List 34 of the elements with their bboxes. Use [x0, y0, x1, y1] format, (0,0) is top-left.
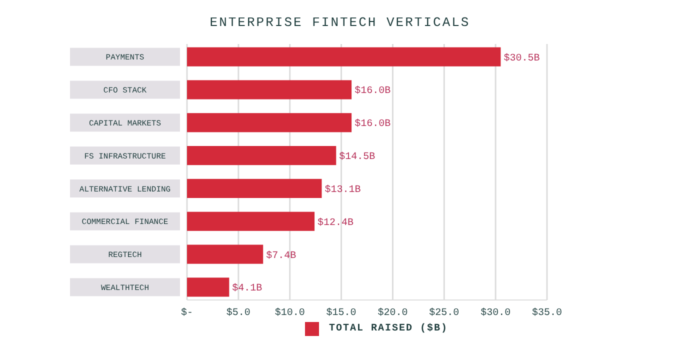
- y-tick-label: WEALTHTECH: [100, 284, 150, 293]
- data-label: $16.0B: [354, 118, 391, 130]
- bar: [187, 80, 352, 100]
- y-tick-label: CAPITAL MARKETS: [88, 119, 162, 128]
- x-tick-label: $10.0: [274, 307, 305, 320]
- data-label: $16.0B: [354, 85, 391, 98]
- y-tick-label: ALTERNATIVE LENDING: [79, 185, 171, 194]
- y-tick-label: FS INFRASTRUCTURE: [84, 152, 166, 162]
- data-label: $12.4B: [318, 216, 354, 229]
- bar: [187, 113, 352, 132]
- data-label: $30.5B: [504, 52, 540, 64]
- bar: [187, 212, 315, 231]
- legend-label: TOTAL RAISED ($B): [329, 322, 448, 334]
- data-label: $14.5B: [339, 151, 376, 164]
- chart-title: ENTERPRISE FINTECH VERTICALS: [210, 15, 470, 30]
- y-tick-label: REGTECH: [108, 251, 142, 260]
- bar: [187, 146, 336, 166]
- data-label: $4.1B: [232, 282, 262, 295]
- y-tick-label: COMMERCIAL FINANCE: [82, 218, 168, 228]
- x-tick-label: $15.0: [326, 307, 356, 320]
- y-tick-label: CFO STACK: [103, 86, 147, 96]
- bar: [187, 278, 230, 297]
- bar: [187, 47, 501, 66]
- y-tick-label: PAYMENTS: [106, 54, 144, 63]
- data-label: $7.4B: [266, 250, 296, 262]
- data-label: $13.1B: [324, 184, 361, 196]
- x-tick-label: $30.0: [480, 307, 511, 320]
- x-tick-label: $5.0: [226, 307, 250, 320]
- x-tick-label: $20.0: [378, 307, 408, 320]
- x-tick-label: $-: [180, 307, 194, 320]
- bar: [187, 244, 264, 264]
- x-tick-label: $35.0: [532, 307, 562, 320]
- bar: [187, 178, 322, 198]
- x-tick-label: $25.0: [429, 307, 460, 320]
